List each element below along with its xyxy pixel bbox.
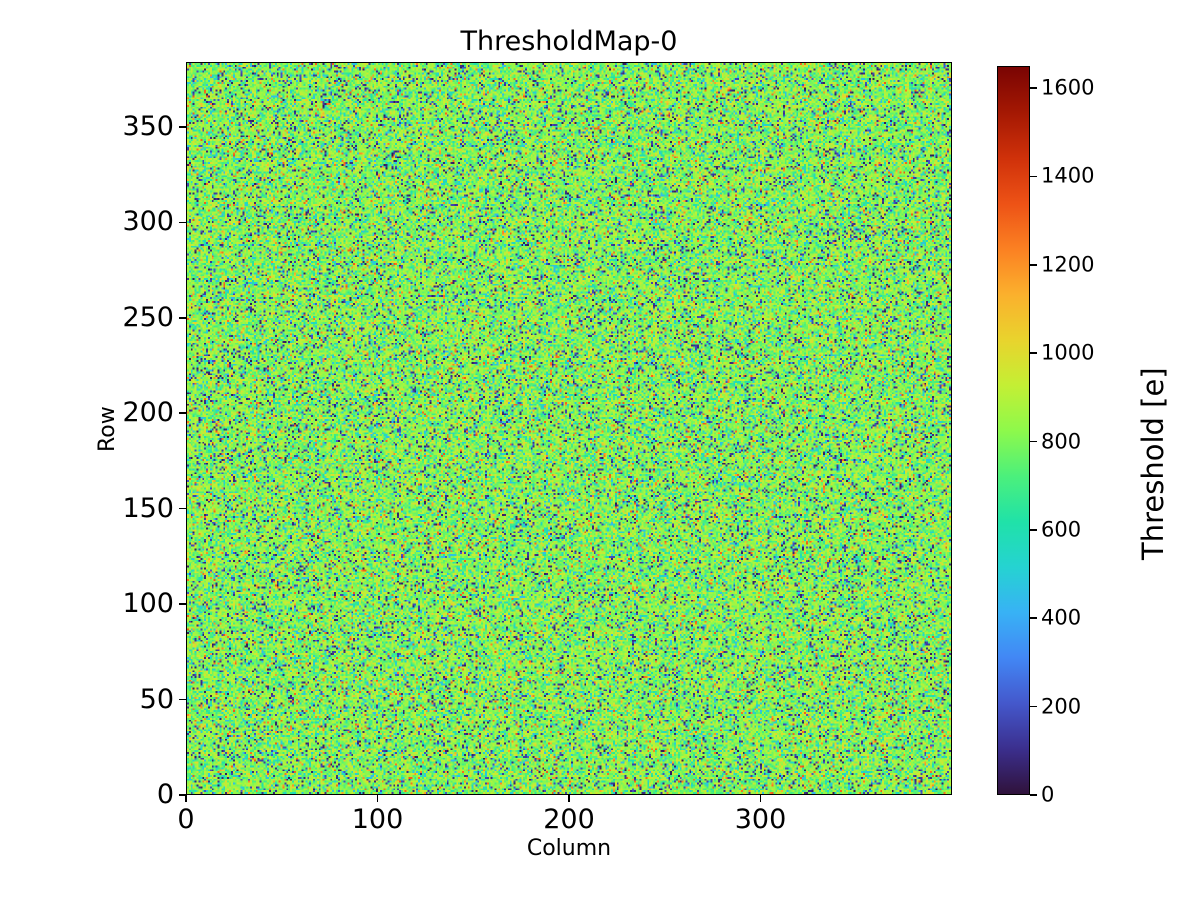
colorbar-tick-mark (1030, 352, 1037, 354)
y-tick-mark (179, 603, 186, 605)
colorbar-tick-label: 0 (1041, 782, 1055, 807)
colorbar-tick-mark (1030, 617, 1037, 620)
y-tick-mark (179, 316, 186, 319)
x-tick-mark (568, 795, 570, 802)
colorbar-tick-label: 1200 (1041, 252, 1095, 277)
y-tick-label: 50 (139, 683, 174, 715)
colorbar-tick-label: 800 (1041, 429, 1082, 454)
x-tick-mark (376, 795, 379, 802)
y-tick-mark (179, 221, 186, 224)
heatmap-axes (186, 62, 952, 795)
y-tick-mark (179, 698, 186, 701)
x-axis-label: Column (526, 836, 612, 861)
x-tick-mark (759, 795, 762, 802)
threshold-heatmap-image (187, 63, 951, 794)
colorbar-tick-mark (1030, 794, 1037, 796)
colorbar-tick-mark (1030, 175, 1037, 178)
colorbar-tick-label: 1600 (1041, 75, 1095, 100)
y-tick-label: 350 (122, 110, 174, 142)
x-tick-label: 0 (177, 804, 195, 835)
colorbar-tick-mark (1030, 705, 1037, 708)
y-tick-label: 200 (122, 397, 174, 429)
colorbar-tick-mark (1030, 87, 1037, 89)
y-axis-label: Row (95, 406, 120, 452)
y-tick-label: 0 (156, 779, 174, 810)
colorbar-tick-label: 600 (1041, 517, 1082, 542)
colorbar-tick-mark (1030, 440, 1037, 443)
colorbar-gradient (998, 67, 1029, 794)
colorbar-tick-label: 1400 (1041, 163, 1095, 188)
colorbar-tick-label: 200 (1041, 694, 1082, 719)
y-tick-label: 250 (122, 301, 174, 333)
x-tick-label: 100 (351, 804, 404, 835)
x-tick-label: 200 (543, 804, 595, 835)
y-tick-mark (179, 794, 186, 796)
y-tick-label: 300 (122, 206, 174, 238)
colorbar-tick-label: 1000 (1041, 340, 1095, 365)
y-tick-label: 100 (122, 588, 174, 620)
x-tick-label: 300 (734, 804, 787, 835)
y-tick-mark (179, 412, 186, 415)
colorbar-label: Threshold [e] (1136, 367, 1170, 560)
colorbar-tick-mark (1030, 264, 1037, 266)
colorbar-tick-label: 400 (1041, 605, 1082, 630)
page-title: ThresholdMap-0 (460, 26, 678, 57)
colorbar (997, 66, 1030, 795)
y-tick-mark (179, 126, 186, 128)
y-tick-label: 150 (122, 492, 174, 524)
colorbar-tick-mark (1030, 529, 1037, 531)
y-tick-mark (179, 507, 186, 510)
x-tick-mark (185, 795, 187, 802)
